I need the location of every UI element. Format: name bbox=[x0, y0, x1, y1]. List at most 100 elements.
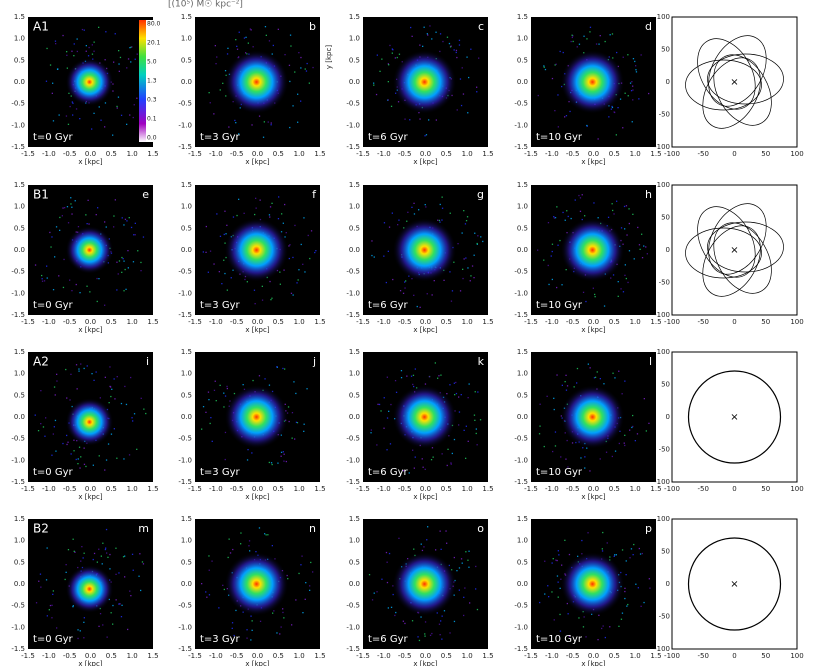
speckle bbox=[67, 549, 70, 551]
speckle bbox=[418, 639, 421, 642]
speckle bbox=[52, 590, 54, 592]
speckle bbox=[552, 558, 554, 560]
speckle bbox=[131, 553, 134, 555]
speckle bbox=[427, 526, 429, 528]
orbit-y-tick-label: -100 bbox=[654, 143, 670, 151]
density-core bbox=[224, 552, 289, 616]
colorbar bbox=[139, 20, 146, 142]
speckle bbox=[258, 375, 261, 377]
speckle bbox=[564, 219, 566, 221]
speckle bbox=[612, 274, 615, 276]
speckle bbox=[628, 250, 631, 252]
speckle bbox=[478, 57, 480, 59]
speckle bbox=[263, 121, 265, 123]
orbit-y-tick-label: -50 bbox=[659, 613, 670, 621]
speckle bbox=[51, 454, 53, 456]
orbit-x-tick-label: 0 bbox=[732, 485, 736, 493]
speckle bbox=[35, 602, 38, 604]
speckle bbox=[104, 221, 106, 223]
speckle bbox=[551, 278, 553, 281]
speckle bbox=[624, 228, 626, 230]
speckle bbox=[423, 26, 425, 28]
speckle bbox=[78, 370, 80, 372]
speckle bbox=[119, 603, 121, 605]
speckle bbox=[255, 207, 257, 209]
speckle bbox=[641, 257, 644, 259]
speckle bbox=[456, 570, 458, 572]
speckle bbox=[70, 453, 72, 455]
speckle bbox=[643, 398, 645, 400]
speckle bbox=[127, 58, 130, 60]
speckle bbox=[618, 625, 620, 627]
speckle bbox=[595, 43, 598, 45]
speckle bbox=[433, 280, 435, 282]
speckle bbox=[72, 538, 74, 540]
panel-letter: e bbox=[142, 188, 149, 201]
orbit-y-tick-label: 100 bbox=[657, 348, 670, 356]
speckle bbox=[447, 448, 449, 450]
speckle bbox=[271, 202, 273, 204]
speckle bbox=[80, 456, 82, 458]
speckle bbox=[547, 264, 549, 267]
speckle bbox=[77, 629, 79, 631]
speckle bbox=[83, 447, 85, 449]
time-label: t=3 Gyr bbox=[200, 634, 241, 645]
speckle bbox=[632, 425, 634, 428]
speckle bbox=[613, 213, 615, 215]
speckle bbox=[140, 397, 142, 399]
y-tick-label: 0.5 bbox=[181, 558, 192, 566]
speckle bbox=[223, 259, 225, 261]
speckle bbox=[616, 51, 618, 54]
speckle bbox=[134, 222, 136, 224]
speckle bbox=[291, 412, 294, 414]
x-tick-label: 1.5 bbox=[650, 652, 661, 660]
speckle bbox=[470, 275, 472, 277]
speckle bbox=[73, 55, 75, 57]
speckle bbox=[419, 118, 421, 120]
speckle bbox=[110, 395, 112, 398]
speckle bbox=[559, 50, 561, 53]
speckle bbox=[52, 120, 55, 122]
x-tick-label: 1.5 bbox=[147, 485, 158, 493]
x-tick-label: -1.5 bbox=[356, 652, 370, 660]
orbit-y-tick-label: 50 bbox=[661, 214, 670, 222]
speckle bbox=[69, 105, 71, 108]
speckle bbox=[314, 251, 316, 254]
panel-letter: g bbox=[477, 188, 484, 201]
x-tick-label: 1.0 bbox=[630, 485, 641, 493]
y-tick-label: -1.5 bbox=[346, 645, 360, 653]
speckle bbox=[460, 104, 463, 107]
speckle bbox=[225, 95, 227, 97]
speckle bbox=[551, 591, 553, 593]
speckle bbox=[280, 626, 282, 628]
speckle bbox=[258, 527, 261, 529]
x-tick-label: -0.5 bbox=[566, 150, 580, 158]
speckle bbox=[283, 460, 285, 462]
speckle bbox=[277, 28, 279, 30]
speckle bbox=[602, 625, 604, 627]
speckle bbox=[223, 392, 225, 394]
speckle bbox=[289, 244, 291, 246]
speckle bbox=[288, 245, 290, 247]
speckle bbox=[437, 377, 439, 379]
x-tick-label: 1.0 bbox=[630, 150, 641, 158]
speckle bbox=[641, 552, 643, 555]
speckle bbox=[207, 271, 209, 273]
speckle bbox=[620, 227, 623, 229]
speckle bbox=[398, 219, 400, 221]
x-axis-label: x [kpc] bbox=[78, 493, 102, 501]
speckle bbox=[238, 31, 240, 33]
speckle bbox=[113, 61, 115, 63]
y-tick-label: -1.0 bbox=[346, 623, 360, 631]
y-tick-label: -1.0 bbox=[11, 289, 25, 297]
speckle bbox=[120, 616, 123, 618]
speckle bbox=[587, 532, 589, 534]
speckle bbox=[143, 408, 145, 410]
speckle bbox=[390, 606, 393, 608]
x-tick-label: 0.0 bbox=[588, 652, 599, 660]
orbit-path bbox=[713, 222, 772, 294]
speckle bbox=[454, 394, 456, 396]
speckle bbox=[420, 616, 422, 618]
speckle bbox=[458, 567, 461, 569]
speckle bbox=[643, 601, 645, 604]
